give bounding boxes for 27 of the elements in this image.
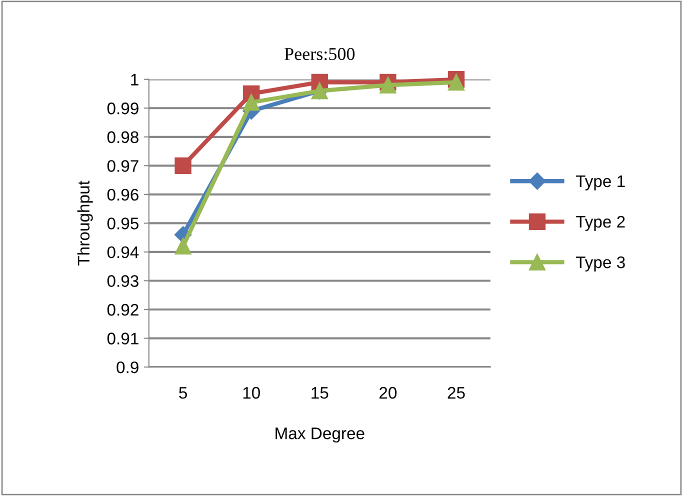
point [243, 94, 260, 111]
y-tick-label: 0.96 [107, 188, 138, 201]
y-tick-label: 0.92 [107, 304, 138, 316]
x-tick-label: 5 [179, 387, 187, 399]
y-tick-label: 0.9 [116, 361, 138, 374]
y-tick-label: 0.99 [107, 102, 138, 114]
y-tick-label: 1 [131, 74, 138, 86]
x-tick-label: 15 [312, 387, 328, 399]
y-tick-label: 0.95 [107, 218, 138, 230]
chart-title: Peers:500 [284, 48, 355, 60]
y-tick-label: 0.91 [107, 332, 138, 344]
x-tick-label: 25 [448, 386, 465, 399]
y-tick-label: 0.94 [107, 246, 139, 258]
legend-label: Type 2 [576, 216, 625, 231]
x-tick-label: 20 [380, 386, 397, 399]
y-tick-label: 0.93 [107, 275, 138, 287]
y-tick-label: 0.98 [107, 131, 138, 144]
point [380, 76, 396, 94]
y-tick-label: 0.97 [107, 160, 138, 172]
y-axis-title: Throughput [77, 180, 93, 266]
point [174, 157, 192, 174]
point [174, 238, 192, 255]
x-axis-title: Max Degree [276, 428, 364, 443]
point [448, 74, 465, 91]
legend-label: Type 3 [576, 256, 625, 272]
x-tick-label: 10 [243, 386, 260, 399]
legend-label: Type 1 [576, 176, 625, 190]
